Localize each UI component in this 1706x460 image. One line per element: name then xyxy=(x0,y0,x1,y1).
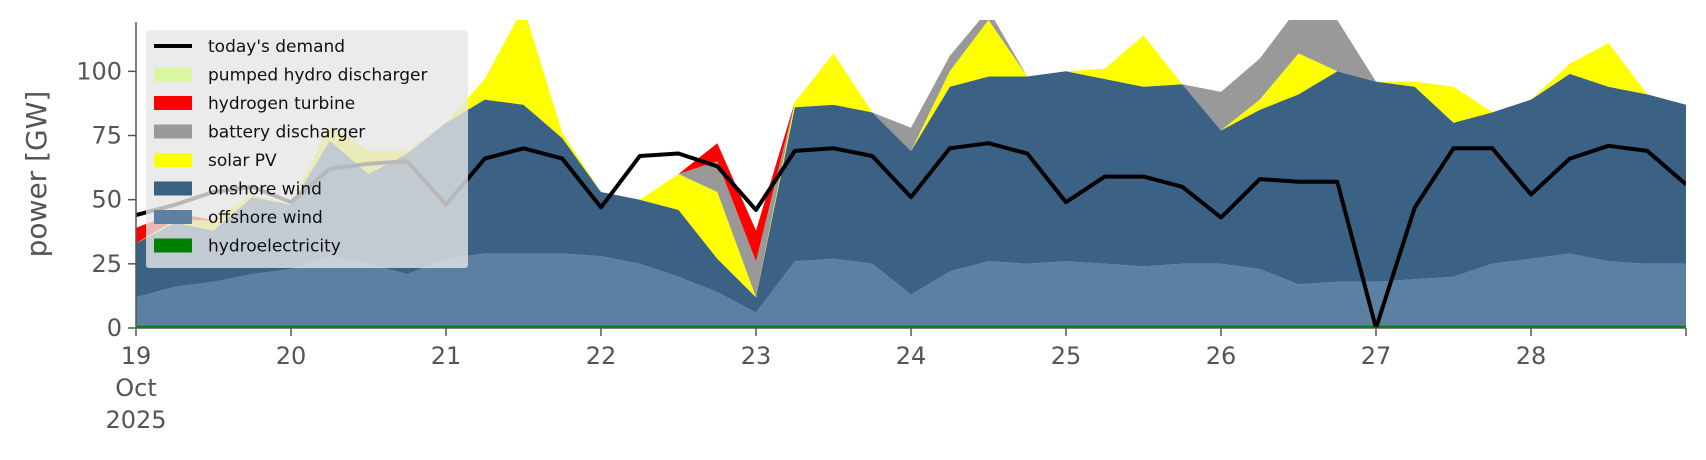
legend-swatch xyxy=(154,124,192,139)
y-tick-label: 0 xyxy=(107,314,122,342)
legend-label: today's demand xyxy=(208,37,345,57)
legend-label: solar PV xyxy=(208,151,277,171)
y-axis-label: power [GW] xyxy=(20,91,53,258)
x-tick-label: 24 xyxy=(896,342,927,370)
legend-label: hydroelectricity xyxy=(208,237,341,257)
legend-swatch xyxy=(154,96,192,110)
area-solar-pv xyxy=(136,20,1686,298)
x-tick-label: 21 xyxy=(431,342,462,370)
legend-label: hydrogen turbine xyxy=(208,94,355,114)
axes: 0 25 50 75 100 19 Oct 2025 20 21 22 23 24 25 26 27 28 xyxy=(76,22,1687,434)
legend-label: onshore wind xyxy=(208,180,322,200)
x-tick-label: 19 Oct 2025 xyxy=(105,342,166,434)
legend-item-battery-discharger: battery discharger xyxy=(154,123,365,143)
x-tick-label: 20 xyxy=(276,342,307,370)
y-tick-label: 100 xyxy=(76,57,122,85)
legend-swatch xyxy=(154,210,192,224)
stacked-areas xyxy=(136,20,1686,328)
x-tick-label: 28 xyxy=(1516,342,1547,370)
x-tick-label: 25 xyxy=(1051,342,1082,370)
y-tick-label: 50 xyxy=(91,186,122,214)
x-tick-label: 26 xyxy=(1206,342,1237,370)
legend-box xyxy=(146,30,468,268)
legend-swatch xyxy=(154,238,192,253)
x-tick-label: 23 xyxy=(741,342,772,370)
legend-item-offshore-wind: offshore wind xyxy=(154,208,323,228)
legend-swatch xyxy=(154,153,192,167)
x-tick-label: 27 xyxy=(1361,342,1392,370)
y-tick-label: 25 xyxy=(91,250,122,278)
x-tick-label: 22 xyxy=(586,342,617,370)
y-tick-label: 75 xyxy=(91,122,122,150)
legend-item-hydrogen-turbine: hydrogen turbine xyxy=(154,94,355,114)
legend-item-onshore-wind: onshore wind xyxy=(154,180,322,200)
legend-swatch xyxy=(154,67,192,82)
legend: today's demand pumped hydro discharger hyd… xyxy=(146,30,468,268)
legend-label: pumped hydro discharger xyxy=(208,66,427,86)
legend-item-solar-pv: solar PV xyxy=(154,151,277,171)
legend-swatch xyxy=(154,181,192,196)
area-onshore-wind xyxy=(136,71,1686,313)
legend-item-pumped-hydro-discharger: pumped hydro discharger xyxy=(154,66,427,86)
legend-item-today-s-demand: today's demand xyxy=(154,37,345,57)
legend-item-hydroelectricity: hydroelectricity xyxy=(154,237,341,257)
area-offshore-wind xyxy=(136,253,1686,326)
legend-label: offshore wind xyxy=(208,208,323,228)
legend-label: battery discharger xyxy=(208,123,365,143)
